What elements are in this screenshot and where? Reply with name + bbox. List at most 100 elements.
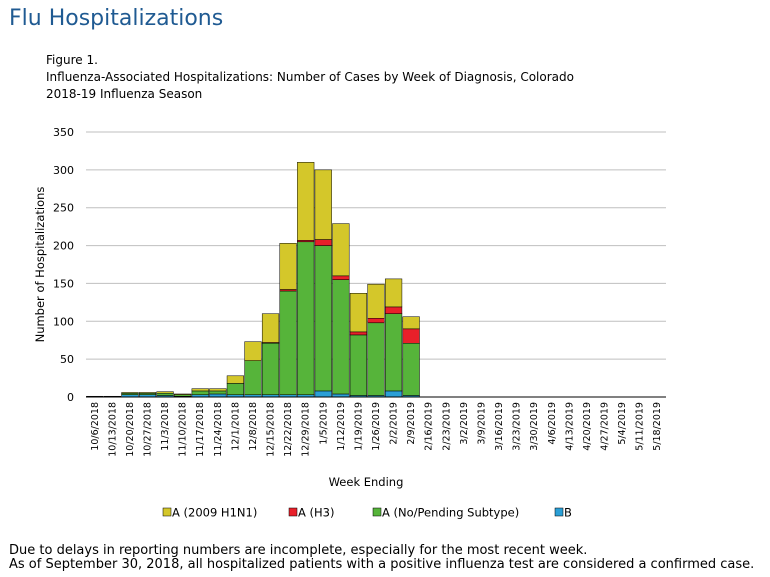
bar-segment-no_subtype xyxy=(349,334,368,396)
y-tick-label: 200 xyxy=(53,240,74,253)
bar-segment-h1n1 xyxy=(174,393,192,395)
x-tick-label: 1/5/2019 xyxy=(318,402,329,445)
bar-segment-h1n1 xyxy=(226,375,245,384)
x-tick-label: 3/30/2019 xyxy=(529,402,540,451)
x-tick-label: 10/20/2018 xyxy=(125,402,136,457)
x-tick-label: 1/19/2019 xyxy=(353,402,364,451)
bar-segment-h1n1 xyxy=(121,392,139,394)
bar-segment-no_subtype xyxy=(297,241,315,395)
y-tick-label: 50 xyxy=(60,353,74,366)
bar-segment-no_subtype xyxy=(244,360,262,395)
bar-segment-h1n1 xyxy=(367,283,385,319)
bar-segment-no_subtype xyxy=(367,322,385,396)
x-tick-label: 12/8/2018 xyxy=(248,402,259,451)
x-tick-label: 3/23/2019 xyxy=(512,402,523,451)
x-tick-label: 11/3/2018 xyxy=(160,402,171,451)
bar-segment-h1n1 xyxy=(138,392,157,394)
footnotes: Due to delays in reporting numbers are i… xyxy=(9,544,754,572)
bar-segment-h1n1 xyxy=(244,341,262,361)
legend-swatch-b xyxy=(554,507,564,517)
bar-segment-h1n1 xyxy=(332,223,350,277)
bar-segment-h1n1 xyxy=(156,391,174,394)
bar-segment-h3 xyxy=(367,318,385,324)
legend-swatch-no_subtype xyxy=(372,507,382,517)
legend-swatch-h1n1 xyxy=(162,507,172,517)
x-tick-label: 4/13/2019 xyxy=(564,402,575,451)
footnote-line-1: Due to delays in reporting numbers are i… xyxy=(9,543,588,558)
x-tick-label: 12/15/2018 xyxy=(266,402,277,457)
bar-segment-h1n1 xyxy=(209,388,227,392)
x-tick-label: 4/27/2019 xyxy=(599,402,610,451)
x-tick-label: 1/12/2019 xyxy=(336,402,347,451)
x-tick-label: 2/2/2019 xyxy=(389,402,400,445)
bar-segment-h3 xyxy=(332,275,350,280)
y-axis-title: Number of Hospitalizations xyxy=(33,187,47,343)
bar-segment-no_subtype xyxy=(156,392,174,396)
axis-layer: 0 50 100 150 200 250 300 350 10/6/2018 10/13/2018… xyxy=(33,126,666,489)
x-tick-label: 11/17/2018 xyxy=(195,402,206,457)
bar-segment-h1n1 xyxy=(384,278,403,308)
legend-label-b: B xyxy=(564,506,572,520)
x-tick-label: 11/24/2018 xyxy=(213,402,224,457)
legend-label-no_subtype: A (No/Pending Subtype) xyxy=(382,506,519,520)
x-tick-label: 12/29/2018 xyxy=(301,402,312,457)
x-tick-label: 12/22/2018 xyxy=(283,402,294,457)
bar-segment-no_subtype xyxy=(279,290,297,395)
y-tick-label: 350 xyxy=(53,126,74,139)
x-tick-label: 10/6/2018 xyxy=(90,402,101,451)
bar-segment-h3 xyxy=(349,331,368,336)
x-tick-label: 2/16/2019 xyxy=(424,402,435,451)
bar-segment-h1n1 xyxy=(314,169,332,240)
x-axis-title: Week Ending xyxy=(329,475,404,489)
bar-segment-no_subtype xyxy=(384,313,403,392)
x-tick-label: 2/23/2019 xyxy=(441,402,452,451)
x-tick-label: 3/2/2019 xyxy=(459,402,470,445)
hospitalizations-chart: 0 50 100 150 200 250 300 350 10/6/2018 10/13/2018… xyxy=(33,126,666,520)
bar-segment-h1n1 xyxy=(402,316,420,330)
bar-segment-b xyxy=(384,390,403,398)
x-tick-label: 3/16/2019 xyxy=(494,402,505,451)
x-tick-label: 10/27/2018 xyxy=(143,402,154,457)
y-tick-label: 0 xyxy=(67,391,74,404)
bar-segment-no_subtype xyxy=(226,383,245,395)
x-tick-label: 12/1/2018 xyxy=(230,402,241,451)
x-tick-label: 4/20/2019 xyxy=(582,402,593,451)
x-tick-label: 10/13/2018 xyxy=(107,402,118,457)
bar-segment-h1n1 xyxy=(279,243,297,290)
bar-segment-b xyxy=(314,390,332,398)
bar-segment-no_subtype xyxy=(314,245,332,392)
x-tick-label: 5/4/2019 xyxy=(617,402,628,445)
legend-label-h3: A (H3) xyxy=(298,506,334,520)
x-tick-label: 3/9/2019 xyxy=(476,402,487,445)
figure-caption: Figure 1. Influenza-Associated Hospitali… xyxy=(46,52,574,103)
page-title: Flu Hospitalizations xyxy=(9,6,224,31)
x-tick-label: 5/18/2019 xyxy=(652,402,663,451)
y-tick-label: 250 xyxy=(53,202,74,215)
bar-segment-h1n1 xyxy=(261,313,280,343)
footnote-line-2: As of September 30, 2018, all hospitaliz… xyxy=(9,557,755,572)
bar-segment-h3 xyxy=(384,306,403,314)
legend-layer: A (2009 H1N1) A (H3) A (No/Pending Subtype… xyxy=(162,506,572,520)
bar-segment-no_subtype xyxy=(191,390,209,395)
bar-segment-no_subtype xyxy=(332,279,350,395)
bar-segment-no_subtype xyxy=(261,342,280,395)
x-tick-label: 5/11/2019 xyxy=(635,402,646,451)
x-tick-label: 11/10/2018 xyxy=(178,402,189,457)
legend-label-h1n1: A (2009 H1N1) xyxy=(172,506,257,520)
bar-segment-h1n1 xyxy=(191,388,209,392)
x-tick-label: 4/6/2019 xyxy=(547,402,558,445)
bar-segment-no_subtype xyxy=(402,342,420,396)
figure-caption-line-2: 2018-19 Influenza Season xyxy=(46,87,203,101)
figure-label: Figure 1. xyxy=(46,53,98,67)
bar-segment-h1n1 xyxy=(297,162,315,241)
bar-layer xyxy=(86,162,420,398)
bar-segment-h3 xyxy=(314,239,332,246)
x-tick-label: 2/9/2019 xyxy=(406,402,417,445)
bar-segment-h1n1 xyxy=(349,293,368,333)
y-tick-label: 100 xyxy=(53,315,74,328)
bar-segment-no_subtype xyxy=(209,390,227,395)
legend-swatch-h3 xyxy=(288,507,298,517)
x-tick-label: 1/26/2019 xyxy=(371,402,382,451)
bar-segment-h3 xyxy=(402,328,420,344)
y-tick-label: 150 xyxy=(53,277,74,290)
